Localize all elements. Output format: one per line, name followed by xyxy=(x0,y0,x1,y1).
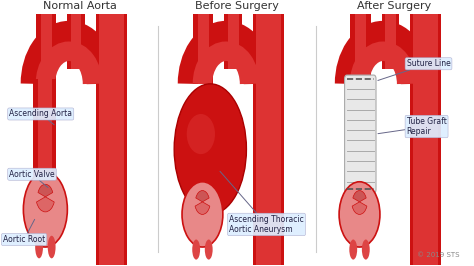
FancyBboxPatch shape xyxy=(350,0,371,84)
Wedge shape xyxy=(352,202,367,214)
FancyBboxPatch shape xyxy=(96,1,127,265)
Wedge shape xyxy=(36,197,54,212)
FancyBboxPatch shape xyxy=(41,0,52,84)
FancyBboxPatch shape xyxy=(37,79,52,194)
Wedge shape xyxy=(38,184,53,197)
Ellipse shape xyxy=(349,239,357,260)
FancyBboxPatch shape xyxy=(382,0,399,69)
FancyBboxPatch shape xyxy=(355,0,366,84)
Ellipse shape xyxy=(362,239,370,260)
FancyBboxPatch shape xyxy=(198,0,209,84)
Ellipse shape xyxy=(23,172,67,247)
FancyBboxPatch shape xyxy=(228,0,238,69)
Text: Tube Graft
Repair: Tube Graft Repair xyxy=(378,117,447,136)
Ellipse shape xyxy=(192,239,200,260)
Text: Ascending Thoracic
Aortic Aneurysm: Ascending Thoracic Aortic Aneurysm xyxy=(220,171,304,234)
Text: © 2019 STS: © 2019 STS xyxy=(417,252,460,258)
Ellipse shape xyxy=(205,239,213,260)
Title: Before Surgery: Before Surgery xyxy=(195,1,279,11)
Ellipse shape xyxy=(182,182,223,247)
Wedge shape xyxy=(353,190,366,202)
Text: Suture Line: Suture Line xyxy=(378,59,450,81)
FancyBboxPatch shape xyxy=(36,0,56,84)
Ellipse shape xyxy=(339,182,380,247)
FancyBboxPatch shape xyxy=(224,0,242,69)
FancyBboxPatch shape xyxy=(193,0,213,84)
FancyBboxPatch shape xyxy=(345,75,376,193)
Ellipse shape xyxy=(48,236,55,258)
FancyBboxPatch shape xyxy=(71,0,82,69)
Ellipse shape xyxy=(187,114,215,154)
Text: Ascending Aorta: Ascending Aorta xyxy=(9,110,72,125)
Wedge shape xyxy=(196,190,209,202)
FancyBboxPatch shape xyxy=(413,1,438,265)
FancyBboxPatch shape xyxy=(99,1,124,265)
FancyBboxPatch shape xyxy=(384,0,396,69)
FancyBboxPatch shape xyxy=(67,0,85,69)
FancyBboxPatch shape xyxy=(256,1,281,265)
FancyBboxPatch shape xyxy=(253,1,284,265)
Title: After Surgery: After Surgery xyxy=(357,1,431,11)
Text: Aortic Root: Aortic Root xyxy=(3,219,45,244)
Wedge shape xyxy=(195,202,210,214)
Title: Normal Aorta: Normal Aorta xyxy=(43,1,117,11)
FancyBboxPatch shape xyxy=(410,1,441,265)
Text: Aortic Valve: Aortic Valve xyxy=(9,170,55,188)
Ellipse shape xyxy=(174,84,246,214)
Ellipse shape xyxy=(35,236,43,258)
FancyBboxPatch shape xyxy=(33,79,56,194)
